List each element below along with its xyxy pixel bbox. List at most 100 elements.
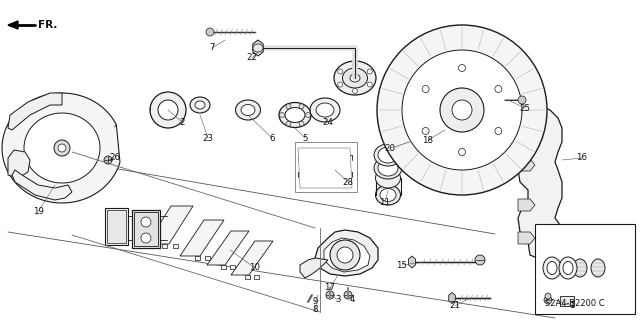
Text: 15: 15 <box>397 260 408 269</box>
Text: 17: 17 <box>324 284 335 292</box>
Polygon shape <box>298 148 352 188</box>
Polygon shape <box>162 244 167 248</box>
Text: 20: 20 <box>385 143 396 153</box>
Ellipse shape <box>310 98 340 122</box>
Ellipse shape <box>378 160 398 176</box>
Polygon shape <box>408 256 415 268</box>
Polygon shape <box>518 159 535 171</box>
Polygon shape <box>173 244 178 248</box>
Circle shape <box>299 121 304 126</box>
Polygon shape <box>180 220 224 256</box>
Polygon shape <box>315 230 378 276</box>
Text: 19: 19 <box>33 207 44 217</box>
Circle shape <box>338 69 343 74</box>
Ellipse shape <box>559 257 577 279</box>
Polygon shape <box>231 241 273 275</box>
Circle shape <box>440 88 484 132</box>
Circle shape <box>326 291 334 299</box>
Polygon shape <box>230 265 235 269</box>
Text: 6: 6 <box>269 133 275 142</box>
Circle shape <box>367 82 372 87</box>
Circle shape <box>344 291 352 299</box>
Circle shape <box>206 28 214 36</box>
Circle shape <box>353 62 358 68</box>
Circle shape <box>495 127 502 134</box>
Polygon shape <box>134 212 158 246</box>
Circle shape <box>458 148 465 156</box>
Polygon shape <box>254 275 259 279</box>
Ellipse shape <box>316 103 334 117</box>
Polygon shape <box>253 40 263 56</box>
Polygon shape <box>518 199 535 211</box>
Circle shape <box>286 104 291 109</box>
Polygon shape <box>24 113 100 183</box>
Ellipse shape <box>376 185 401 205</box>
Ellipse shape <box>573 259 587 277</box>
Text: 1: 1 <box>569 301 575 310</box>
Polygon shape <box>107 210 126 243</box>
Ellipse shape <box>380 188 396 202</box>
Ellipse shape <box>378 147 398 163</box>
Circle shape <box>141 233 151 243</box>
Text: 22: 22 <box>246 53 257 62</box>
Circle shape <box>330 240 360 270</box>
Text: 2: 2 <box>179 117 185 126</box>
Circle shape <box>54 140 70 156</box>
Polygon shape <box>518 105 568 260</box>
Ellipse shape <box>395 113 425 137</box>
Text: 26: 26 <box>109 154 120 163</box>
Text: S2A4-B2200 C: S2A4-B2200 C <box>545 300 605 308</box>
Text: 28: 28 <box>342 178 353 187</box>
Ellipse shape <box>401 135 419 149</box>
Circle shape <box>58 144 66 152</box>
Ellipse shape <box>236 100 260 120</box>
Ellipse shape <box>591 259 605 277</box>
Circle shape <box>367 69 372 74</box>
Ellipse shape <box>285 108 305 123</box>
Text: 3: 3 <box>335 295 340 305</box>
Ellipse shape <box>350 74 360 82</box>
Circle shape <box>337 247 353 263</box>
Ellipse shape <box>253 44 263 52</box>
Circle shape <box>495 85 502 92</box>
Ellipse shape <box>547 261 557 275</box>
Ellipse shape <box>563 261 573 275</box>
Circle shape <box>458 65 465 71</box>
Polygon shape <box>195 256 200 260</box>
Polygon shape <box>8 150 30 178</box>
Polygon shape <box>2 93 120 203</box>
Text: 4: 4 <box>349 295 355 305</box>
Polygon shape <box>147 206 193 244</box>
Ellipse shape <box>543 257 561 279</box>
Polygon shape <box>12 170 72 200</box>
Circle shape <box>104 156 112 164</box>
Polygon shape <box>300 258 328 278</box>
Circle shape <box>402 50 522 170</box>
Text: 23: 23 <box>202 133 214 142</box>
Ellipse shape <box>376 168 401 188</box>
Circle shape <box>544 296 552 304</box>
Polygon shape <box>305 150 345 185</box>
Circle shape <box>313 159 323 169</box>
Circle shape <box>286 121 291 126</box>
Polygon shape <box>132 210 160 248</box>
Circle shape <box>545 293 551 299</box>
Text: 5: 5 <box>302 133 308 142</box>
Circle shape <box>299 104 304 109</box>
Polygon shape <box>449 292 455 303</box>
Polygon shape <box>245 275 250 279</box>
Circle shape <box>158 100 178 120</box>
Text: 11: 11 <box>380 197 390 206</box>
Ellipse shape <box>195 101 205 109</box>
Polygon shape <box>518 126 535 138</box>
Polygon shape <box>221 265 226 269</box>
Circle shape <box>150 92 186 128</box>
Ellipse shape <box>342 68 367 88</box>
Polygon shape <box>324 238 370 272</box>
Polygon shape <box>207 231 249 265</box>
Polygon shape <box>105 208 128 245</box>
Circle shape <box>518 96 526 104</box>
Circle shape <box>338 82 343 87</box>
Ellipse shape <box>334 61 376 95</box>
Circle shape <box>353 89 358 93</box>
